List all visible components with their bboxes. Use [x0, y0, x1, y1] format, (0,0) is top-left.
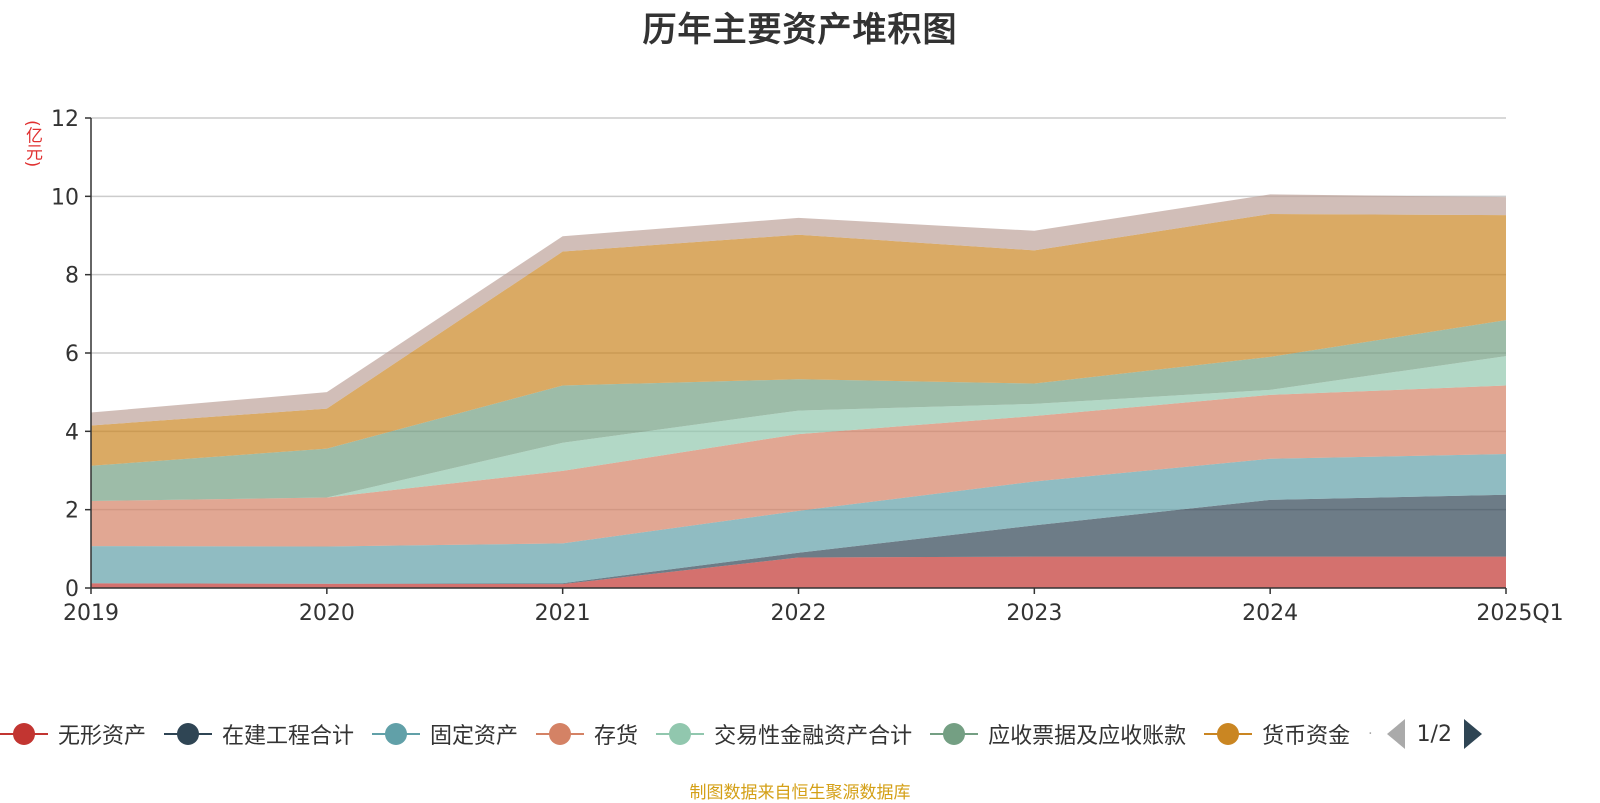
legend-item-5[interactable]: 应收票据及应收账款 [930, 718, 1186, 750]
legend-item-6[interactable]: 货币资金 [1204, 718, 1350, 750]
area-series-2[interactable] [91, 454, 1506, 584]
x-tick-label-3: 2022 [771, 601, 827, 626]
y-tick-label-2: 2 [65, 499, 79, 524]
y-tick-label-10: 10 [51, 185, 79, 210]
legend-label: 货币资金 [1262, 724, 1351, 749]
area-series-5[interactable] [91, 320, 1506, 502]
legend: 无形资产 在建工程合计 固定资产 存货 交易性金融资产合计 应收票据及应收账款 货币资金 ·… [0, 716, 1600, 752]
area-series-3[interactable] [91, 385, 1506, 547]
data-source-note: 制图数据来自恒生聚源数据库 [689, 783, 911, 803]
y-tick-label-0: 0 [65, 577, 79, 602]
area-series-0[interactable] [91, 556, 1506, 588]
stacked-area-chart: 0 2 4 6 8 10 12 2019 2020 2021 2022 2023 2024 2025Q1 [51, 107, 1564, 626]
legend-swatch-icon [656, 722, 705, 746]
legend-swatch-icon [0, 722, 48, 746]
legend-next-page-icon[interactable] [1463, 719, 1482, 749]
legend-label: 在建工程合计 [222, 724, 355, 749]
x-tick-label-0: 2019 [63, 601, 119, 626]
legend-item-0[interactable]: 无形资产 [0, 718, 146, 750]
x-tick-label-2: 2021 [535, 601, 591, 626]
area-series-4[interactable] [91, 356, 1506, 502]
y-tick-label-6: 6 [65, 342, 79, 367]
legend-prev-page-icon[interactable] [1386, 719, 1405, 749]
legend-label: 交易性金融资产合计 [714, 724, 913, 749]
legend-label: 应收票据及应收账款 [988, 724, 1187, 749]
legend-pager: 1/2 [1386, 719, 1482, 749]
area-series-1[interactable] [91, 494, 1506, 585]
legend-swatch-icon [372, 722, 421, 746]
chart-title: 历年主要资产堆积图 [642, 10, 958, 50]
legend-swatch-icon [536, 722, 585, 746]
legend-page-indicator: 1/2 [1416, 721, 1452, 747]
legend-swatch-icon [930, 722, 979, 746]
legend-label: 固定资产 [430, 724, 519, 749]
legend-swatch-icon [1204, 722, 1253, 746]
x-tick-label-6: 2025Q1 [1476, 601, 1563, 626]
legend-item-3[interactable]: 存货 [536, 718, 638, 750]
legend-item-2[interactable]: 固定资产 [372, 718, 518, 750]
legend-item-4[interactable]: 交易性金融资产合计 [656, 718, 912, 750]
y-tick-label-8: 8 [65, 264, 79, 289]
y-axis-unit: (亿元) [22, 120, 42, 168]
legend-item-1[interactable]: 在建工程合计 [164, 718, 354, 750]
y-tick-label-12: 12 [51, 107, 79, 132]
legend-label: 无形资产 [58, 724, 147, 749]
y-tick-label-4: 4 [65, 420, 79, 445]
x-tick-label-5: 2024 [1242, 601, 1298, 626]
area-series-6[interactable] [91, 213, 1506, 466]
area-series-7[interactable] [91, 194, 1506, 426]
x-tick-label-4: 2023 [1006, 601, 1062, 626]
x-tick-label-1: 2020 [299, 601, 355, 626]
legend-swatch-icon [164, 722, 213, 746]
legend-label: 存货 [594, 724, 639, 749]
legend-overflow-dot-icon: · [1368, 726, 1373, 742]
